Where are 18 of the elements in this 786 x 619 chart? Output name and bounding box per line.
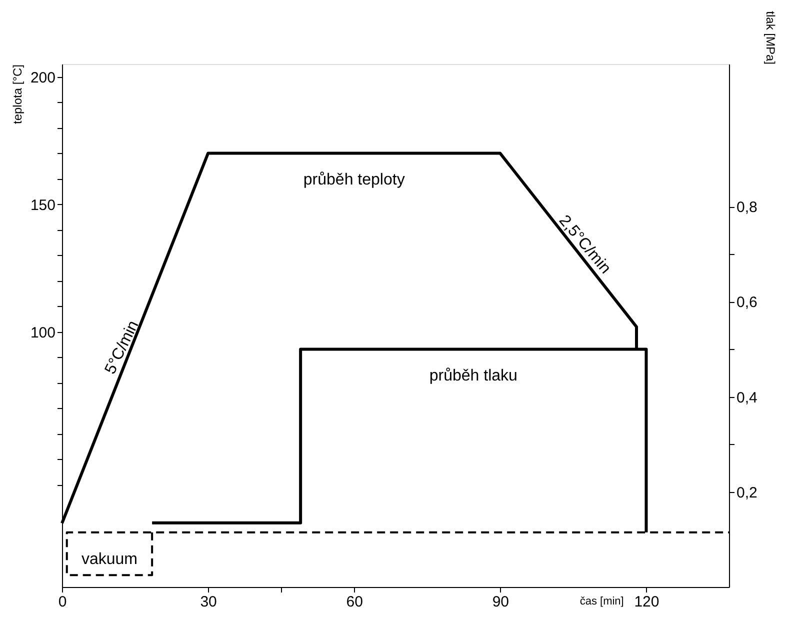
y-tick-label: 150 [30,196,56,214]
x-tick-label: 30 [200,594,217,610]
y2-tick-label: 0,6 [736,294,758,312]
y-tick-label: 100 [30,324,56,342]
x-tick-label: 0 [58,594,67,610]
x-axis-title: čas [min] [580,596,624,608]
y2-tick-label: 0,4 [736,389,758,406]
x-tick-label: 90 [492,594,510,610]
y2-axis-title: tlak [MPa] [763,11,778,64]
x-tick-label: 120 [634,594,660,610]
series-label: průběh teploty [303,171,405,188]
y-tick-label: 200 [30,69,56,86]
x-tick-label: 60 [346,594,363,610]
series-label: průběh tlaku [429,367,518,384]
series-label: vakuum [81,551,138,568]
y2-tick-label: 0,8 [736,199,758,216]
y2-tick-label: 0,2 [736,484,758,502]
y-axis-title: teplota [°C] [10,64,24,124]
